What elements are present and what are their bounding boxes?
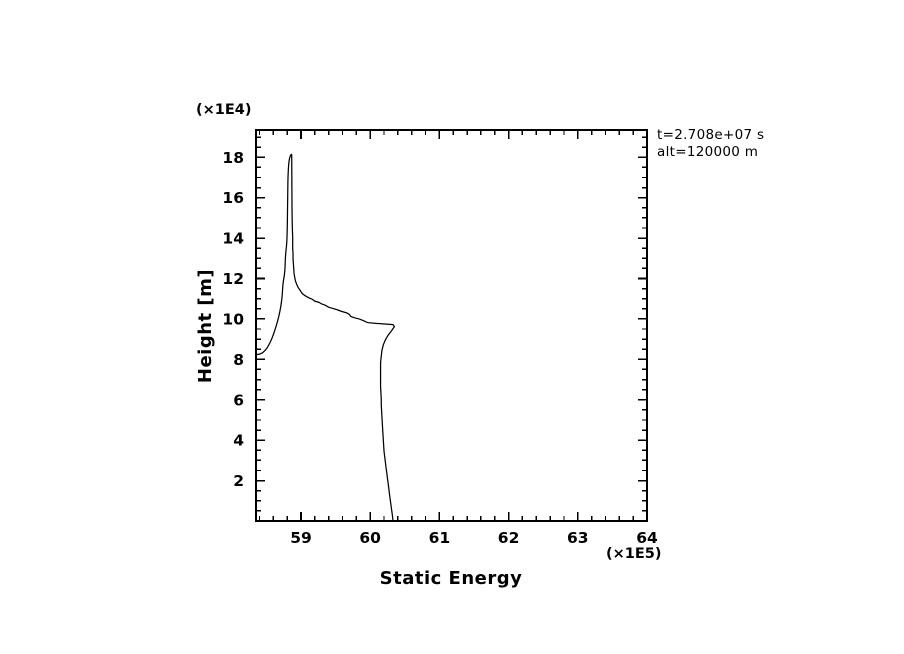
y-axis-multiplier-label: (×1E4)	[196, 102, 252, 118]
y-tick-label: 2	[233, 472, 244, 490]
y-axis-title: Height [m]	[195, 269, 216, 383]
y-tick-label: 16	[222, 189, 244, 207]
x-tick-label: 61	[429, 529, 451, 547]
y-tick-label: 10	[222, 310, 244, 328]
x-tick-label: 62	[498, 529, 520, 547]
x-axis-title: Static Energy	[380, 568, 523, 589]
annotation-time: t=2.708e+07 s	[657, 127, 764, 143]
y-tick-label: 6	[233, 391, 244, 409]
y-tick-label: 8	[233, 351, 244, 369]
y-tick-label: 12	[222, 270, 244, 288]
annotation-altitude: alt=120000 m	[657, 144, 758, 160]
y-tick-label: 4	[233, 432, 244, 450]
x-tick-label: 60	[359, 529, 381, 547]
x-axis-tick-labels: 59 60 61 62 63 64	[290, 529, 658, 547]
x-tick-label: 64	[636, 529, 658, 547]
x-axis-multiplier-label: (×1E5)	[606, 546, 662, 562]
y-tick-label: 18	[222, 149, 244, 167]
x-tick-label: 63	[567, 529, 589, 547]
y-axis-tick-labels: 2 4 6 8 10 12 14 16 18	[222, 149, 244, 490]
y-tick-label: 14	[222, 230, 244, 248]
x-tick-label: 59	[290, 529, 312, 547]
y-axis-major-ticks	[256, 156, 647, 482]
static-energy-profile-curve	[256, 153, 396, 521]
plot-frame	[255, 129, 648, 522]
